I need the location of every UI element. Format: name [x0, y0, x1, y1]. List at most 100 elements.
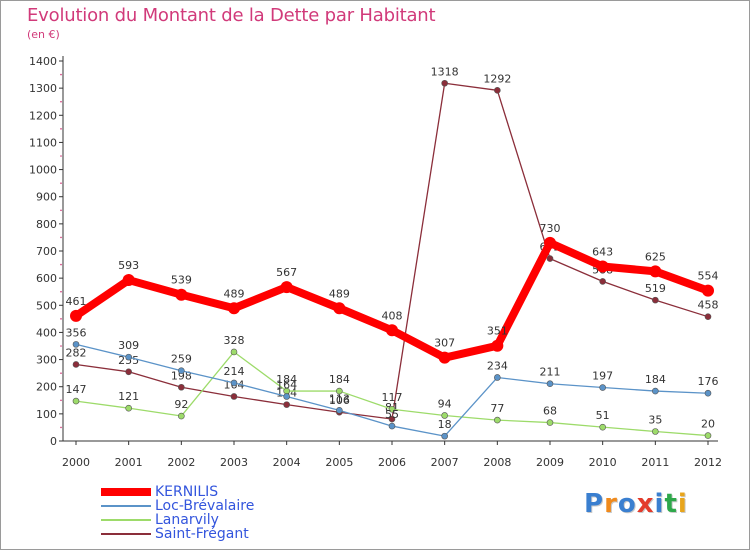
y-tick-label: 1200 [29, 109, 57, 122]
y-minor-tick [60, 128, 62, 130]
y-minor-tick [60, 399, 62, 402]
logo-letter: x [636, 489, 655, 519]
data-point-kernilis [596, 260, 609, 273]
data-label-lanarvily: 68 [543, 405, 557, 418]
data-label-loc-brevalaire: 309 [118, 339, 139, 352]
data-label-loc-brevalaire: 18 [438, 418, 452, 431]
data-label-lanarvily: 121 [118, 390, 139, 403]
data-label-lanarvily: 328 [224, 334, 245, 347]
legend-label-saint-fregant: Saint-Frégant [155, 526, 249, 542]
data-label-loc-brevalaire: 113 [329, 392, 350, 405]
data-point-lanarvily [652, 428, 659, 435]
y-minor-tick [60, 426, 62, 429]
y-tick-label: 700 [36, 245, 57, 258]
data-point-lanarvily [546, 419, 554, 426]
x-tick-label: 2010 [589, 456, 617, 469]
data-label-kernilis: 489 [329, 287, 350, 300]
legend-swatch-kernilis [101, 488, 151, 496]
data-label-saint-fregant: 519 [645, 282, 666, 295]
y-tick-label: 500 [36, 299, 57, 312]
data-point-saint-fregant [441, 79, 448, 87]
data-label-kernilis: 351 [487, 325, 508, 338]
legend-item-lanarvily: Lanarvily [101, 513, 301, 527]
data-point-saint-fregant [652, 296, 659, 304]
x-tick-label: 2002 [167, 456, 195, 469]
logo-letter: o [617, 489, 637, 519]
data-point-saint-fregant [230, 393, 238, 400]
y-minor-tick [60, 155, 62, 157]
data-label-kernilis: 730 [540, 222, 561, 235]
data-label-saint-fregant: 1318 [431, 65, 459, 78]
x-tick-label: 2007 [431, 456, 459, 469]
data-point-loc-brevalaire [546, 380, 554, 388]
data-label-lanarvily: 51 [596, 409, 610, 422]
data-label-lanarvily: 184 [329, 373, 350, 386]
data-point-lanarvily [388, 405, 396, 413]
data-point-lanarvily [72, 397, 80, 405]
legend-swatch-saint-fregant [101, 533, 151, 535]
legend-swatch-lanarvily [101, 519, 151, 521]
data-label-loc-brevalaire: 214 [224, 365, 245, 378]
y-tick-label: 600 [36, 272, 57, 285]
data-point-kernilis [280, 281, 293, 294]
data-point-kernilis [491, 339, 504, 352]
data-point-kernilis [544, 236, 556, 249]
y-tick-label: 900 [36, 191, 57, 204]
y-tick-label: 400 [36, 326, 57, 339]
data-point-saint-fregant [494, 87, 501, 94]
data-point-kernilis [70, 309, 82, 322]
legend-swatch-loc-brevalaire [101, 505, 151, 507]
y-tick-label: 1400 [29, 55, 57, 68]
x-tick-label: 2012 [694, 456, 722, 469]
data-label-kernilis: 643 [592, 245, 613, 258]
data-label-kernilis: 539 [171, 274, 192, 287]
data-label-saint-fregant: 282 [66, 346, 87, 359]
data-label-saint-fregant: 1292 [483, 72, 511, 85]
data-point-kernilis [122, 274, 135, 287]
legend-item-kernilis: KERNILIS [101, 485, 301, 499]
data-point-loc-brevalaire [230, 379, 238, 387]
data-point-saint-fregant [283, 401, 290, 408]
y-tick-label: 1000 [29, 164, 57, 177]
y-minor-tick [60, 209, 62, 212]
x-tick-label: 2001 [115, 456, 143, 469]
data-point-saint-fregant [125, 368, 132, 376]
data-label-loc-brevalaire: 211 [540, 366, 561, 379]
data-point-lanarvily [336, 387, 343, 395]
data-point-lanarvily [230, 348, 238, 356]
data-point-saint-fregant [388, 415, 396, 423]
legend-label-lanarvily: Lanarvily [155, 512, 219, 528]
data-point-loc-brevalaire [178, 367, 185, 375]
data-label-loc-brevalaire: 197 [592, 370, 613, 383]
legend-item-loc-brevalaire: Loc-Brévalaire [101, 499, 301, 513]
data-point-saint-fregant [704, 313, 712, 320]
y-minor-tick [60, 318, 62, 320]
series-line-kernilis [72, 238, 712, 362]
data-label-loc-brevalaire: 164 [276, 378, 297, 391]
data-point-lanarvily [704, 432, 712, 439]
data-label-loc-brevalaire: 234 [487, 359, 508, 372]
data-label-loc-brevalaire: 55 [385, 408, 399, 421]
data-label-lanarvily: 77 [490, 402, 504, 415]
y-tick-label: 1300 [29, 82, 57, 95]
logo-letter: P [584, 489, 605, 519]
x-tick-label: 2006 [378, 456, 406, 469]
proxiti-logo: Proxiti [584, 489, 688, 519]
x-tick-label: 2011 [641, 456, 669, 469]
data-label-loc-brevalaire: 356 [66, 326, 87, 339]
x-tick-label: 2005 [325, 456, 353, 469]
data-label-saint-fregant: 458 [698, 299, 719, 312]
logo-letter: r [604, 489, 618, 519]
data-label-kernilis: 408 [382, 309, 403, 322]
logo-letter: i [654, 489, 665, 519]
data-point-loc-brevalaire [283, 393, 290, 400]
y-tick-label: 300 [36, 354, 57, 367]
data-label-lanarvily: 94 [438, 397, 452, 410]
data-point-loc-brevalaire [652, 387, 659, 395]
data-label-kernilis: 593 [118, 259, 139, 272]
y-minor-tick [60, 345, 62, 347]
y-minor-tick [60, 73, 62, 76]
y-minor-tick [60, 182, 62, 184]
data-point-kernilis [228, 302, 240, 315]
